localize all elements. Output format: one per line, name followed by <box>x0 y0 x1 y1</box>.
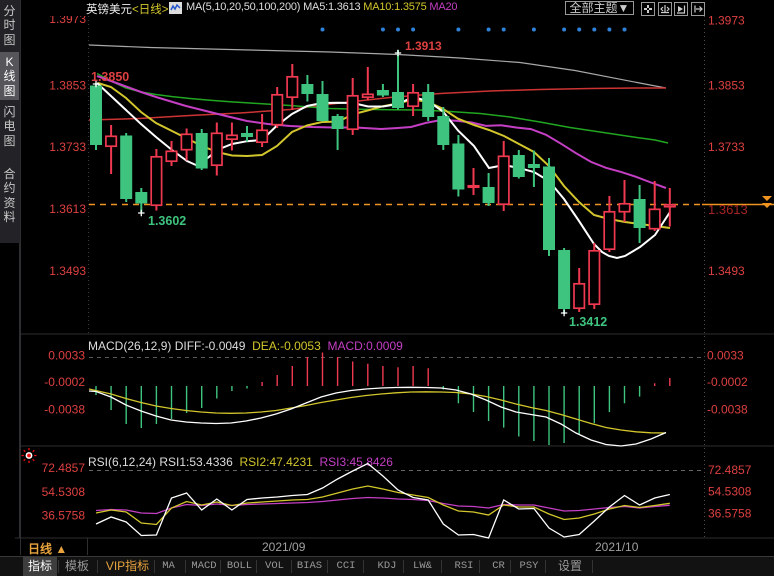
svg-text:54.5308: 54.5308 <box>708 485 752 499</box>
svg-text:1.3613: 1.3613 <box>708 202 748 217</box>
svg-text:1.3913: 1.3913 <box>405 39 442 53</box>
svg-text:1.3602: 1.3602 <box>148 214 186 228</box>
svg-text:1.3973: 1.3973 <box>708 14 745 28</box>
svg-text:1.3733: 1.3733 <box>708 140 745 154</box>
svg-text:0.0033: 0.0033 <box>48 349 85 363</box>
svg-text:2021/09: 2021/09 <box>262 540 306 554</box>
svg-text:36.5758: 36.5758 <box>42 509 86 523</box>
svg-text:0.0033: 0.0033 <box>707 349 744 363</box>
svg-text:-0.0038: -0.0038 <box>707 403 748 417</box>
svg-text:-0.0002: -0.0002 <box>707 375 748 389</box>
svg-text:1.3853: 1.3853 <box>708 79 745 93</box>
svg-text:-0.0002: -0.0002 <box>44 375 85 389</box>
svg-text:1.3853: 1.3853 <box>49 79 86 93</box>
svg-text:RSI(6,12,24) RSI1:53.4336 RSI: RSI(6,12,24) RSI1:53.4336 RSI2:47.4231 R… <box>88 455 393 469</box>
svg-text:54.5308: 54.5308 <box>42 485 86 499</box>
svg-text:-0.0038: -0.0038 <box>44 403 85 417</box>
svg-text:72.4857: 72.4857 <box>708 463 752 477</box>
svg-text:36.5758: 36.5758 <box>708 507 752 521</box>
svg-text:1.3493: 1.3493 <box>49 264 86 278</box>
svg-text:72.4857: 72.4857 <box>42 461 86 475</box>
svg-text:1.3412: 1.3412 <box>569 315 607 329</box>
svg-text:1.3613: 1.3613 <box>49 202 86 216</box>
svg-text:2021/10: 2021/10 <box>595 540 639 554</box>
svg-text:1.3733: 1.3733 <box>49 140 86 154</box>
svg-text:1.3850: 1.3850 <box>91 70 129 84</box>
svg-text:MACD(26,12,9) DIFF:-0.0049 DE: MACD(26,12,9) DIFF:-0.0049 DEA:-0.0053 M… <box>88 339 403 353</box>
svg-text:1.3493: 1.3493 <box>708 264 745 278</box>
